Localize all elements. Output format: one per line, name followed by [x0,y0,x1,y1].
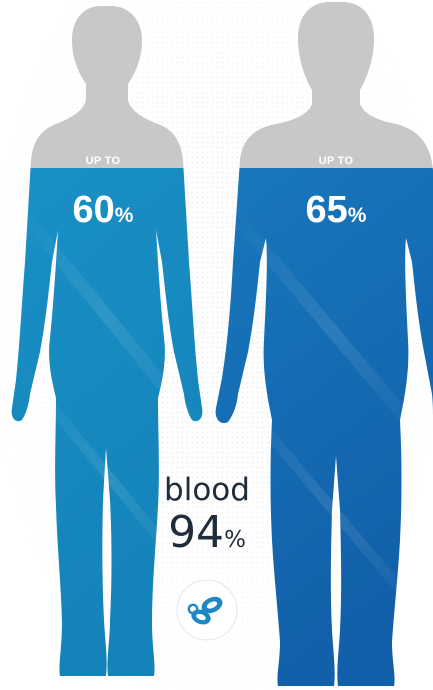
blood-water-value: 94 [168,507,225,558]
blood-label: blood [164,472,250,508]
female-silhouette-icon [11,6,203,676]
female-water-percentage: 60% [43,190,163,238]
female-percent-sign: % [114,204,134,227]
male-water-percentage: 65% [276,190,396,238]
female-water-value: 60 [72,189,115,231]
male-percent-sign: % [347,204,367,227]
blood-cells-icon [176,579,238,641]
male-silhouette-icon [215,2,433,686]
male-water-value: 65 [305,189,348,231]
blood-percent-sign: % [224,527,246,553]
female-upto-label: UP TO [85,155,121,167]
blood-water-percentage: 94% [152,508,262,567]
male-upto-label: UP TO [318,155,354,167]
